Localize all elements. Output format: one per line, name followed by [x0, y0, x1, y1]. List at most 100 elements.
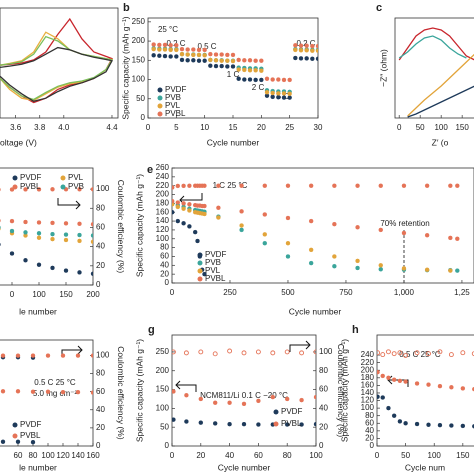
data-point	[157, 53, 162, 58]
x-axis-title: Cycle number	[289, 306, 342, 316]
data-point	[424, 183, 430, 188]
data-point	[236, 57, 241, 63]
data-point	[213, 52, 219, 57]
data-point	[315, 43, 318, 49]
y-tick-label: 180	[361, 373, 375, 382]
data-point	[253, 58, 258, 63]
data-point	[208, 63, 213, 68]
data-point	[181, 183, 186, 189]
y2-axis-title: Coulombic efficiency (%)	[116, 346, 126, 440]
legend-marker	[12, 184, 18, 190]
panel-letter: e	[147, 164, 153, 176]
data-point	[262, 232, 267, 237]
data-point	[187, 224, 192, 229]
data-point	[380, 395, 385, 400]
data-point	[157, 47, 162, 52]
data-point	[230, 58, 236, 64]
legend-label: PVBL	[281, 419, 302, 428]
y-tick-label: 220	[156, 181, 170, 190]
data-point	[77, 270, 82, 275]
data-point	[253, 68, 258, 73]
data-point	[304, 56, 309, 61]
data-point	[455, 183, 460, 188]
data-point	[253, 77, 258, 83]
data-line	[0, 46, 113, 102]
data-point	[391, 351, 397, 357]
data-point	[239, 183, 244, 188]
y-tick-label: 0	[165, 278, 170, 287]
data-point	[77, 221, 82, 227]
data-point	[202, 53, 207, 58]
legend-marker	[12, 433, 18, 439]
data-point	[192, 229, 198, 235]
data-point	[216, 183, 221, 188]
x-tick-label: 60	[14, 451, 23, 460]
data-point	[308, 183, 314, 188]
data-point	[172, 198, 175, 204]
data-point	[90, 271, 93, 276]
data-point	[202, 211, 207, 217]
data-point	[63, 237, 69, 243]
data-point	[219, 58, 224, 63]
x-tick-label: 200	[86, 290, 100, 299]
data-point	[75, 389, 81, 395]
y-tick-label: 50	[160, 422, 169, 431]
data-point	[308, 218, 314, 224]
plot-area	[0, 353, 93, 445]
data-point	[77, 232, 82, 238]
data-point	[284, 349, 290, 355]
data-point	[256, 422, 261, 427]
data-point	[448, 235, 453, 241]
data-point	[45, 389, 51, 394]
data-point	[378, 227, 383, 233]
data-point	[287, 77, 292, 83]
legend-label: PVL	[165, 101, 181, 110]
data-point	[212, 421, 218, 426]
legend-marker	[157, 87, 163, 93]
data-point	[377, 369, 380, 375]
data-point	[355, 258, 360, 264]
data-point	[397, 350, 403, 356]
x-tick-label: 100	[428, 451, 442, 460]
data-point	[50, 187, 55, 192]
data-point	[310, 48, 315, 53]
data-point	[90, 239, 93, 244]
plot-frame	[171, 167, 474, 284]
x-tick-label: 100	[32, 290, 46, 299]
data-point	[184, 419, 189, 424]
y-axis-title: Specific capacity (mAh g⁻¹)	[120, 16, 130, 119]
data-line	[398, 35, 467, 59]
y-tick-label: 80	[160, 243, 169, 252]
data-point	[216, 205, 221, 211]
legend-label: PVBL	[165, 109, 186, 118]
data-point	[299, 350, 305, 356]
data-point	[213, 58, 219, 63]
data-point	[168, 43, 173, 48]
data-point	[304, 43, 309, 48]
legend-label: PVBL	[20, 431, 41, 440]
y-tick-label: 200	[156, 190, 170, 199]
plot-area	[398, 27, 474, 118]
data-point	[380, 352, 386, 358]
data-point	[208, 57, 213, 63]
data-point	[9, 228, 15, 234]
data-point	[187, 208, 192, 213]
y2-tick-label: 0	[96, 280, 101, 289]
data-point	[63, 221, 69, 226]
data-point	[332, 221, 337, 227]
legend-marker	[12, 422, 18, 428]
y-tick-label: 150	[132, 55, 146, 64]
data-point	[30, 353, 36, 358]
arrow-left	[175, 380, 197, 392]
legend-marker	[157, 111, 163, 117]
y-tick-label: 200	[361, 365, 375, 374]
data-point	[414, 381, 420, 386]
plot-area	[377, 349, 474, 429]
data-point	[315, 48, 318, 53]
data-line	[407, 53, 474, 117]
data-point	[448, 268, 453, 273]
data-point	[227, 348, 233, 354]
data-point	[0, 389, 6, 394]
y2-tick-label: 80	[96, 203, 105, 212]
